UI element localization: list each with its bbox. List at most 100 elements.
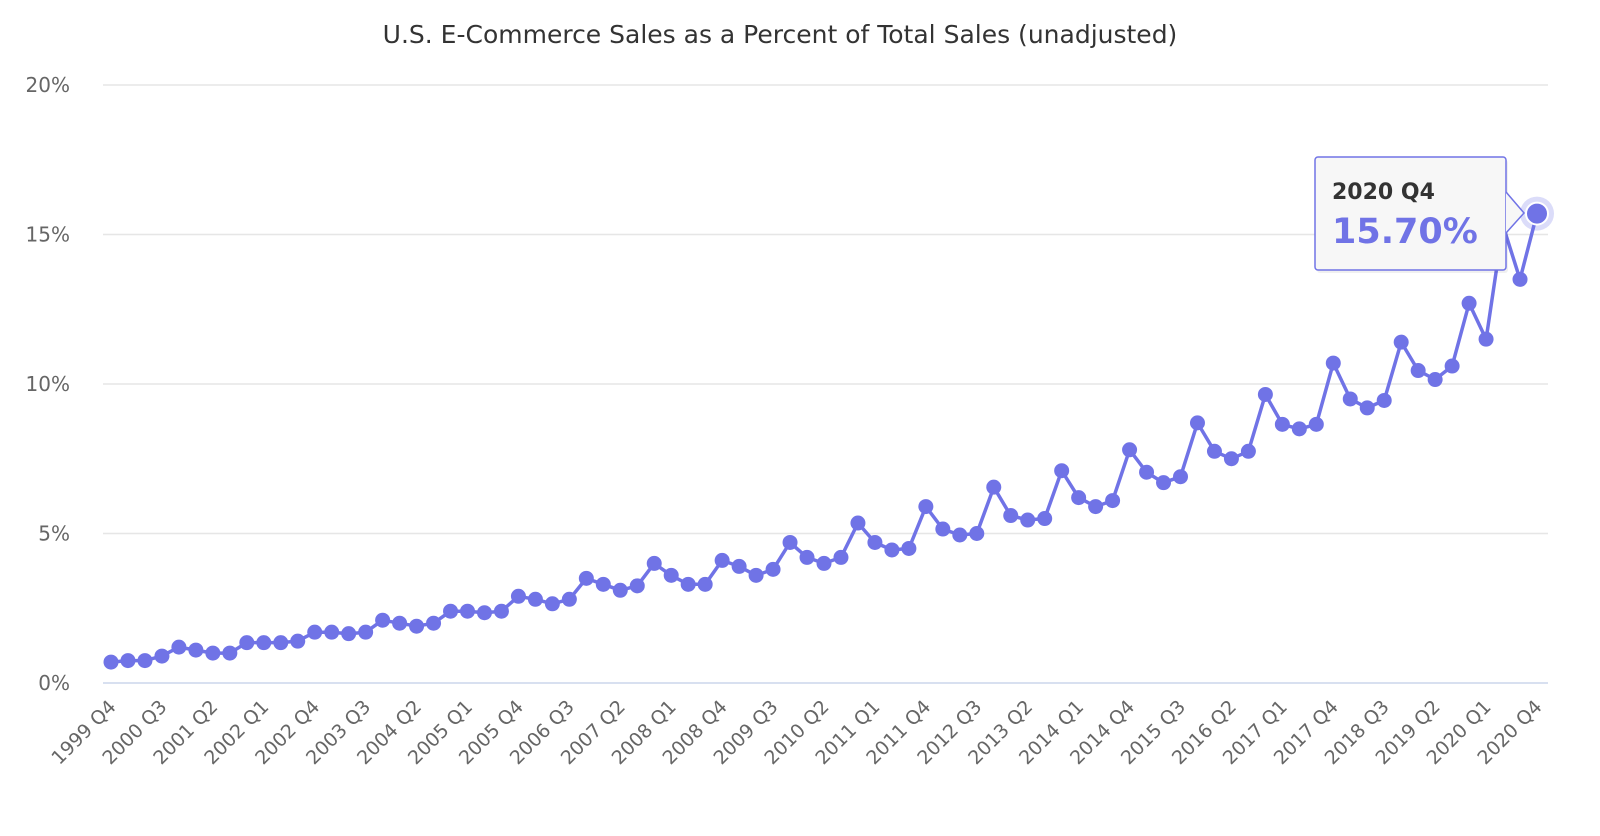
data-point bbox=[867, 534, 883, 550]
y-tick-label: 20% bbox=[26, 73, 70, 97]
data-point bbox=[171, 639, 187, 655]
data-point bbox=[154, 648, 170, 664]
data-point bbox=[510, 588, 526, 604]
data-point bbox=[205, 645, 221, 661]
data-point bbox=[1122, 442, 1138, 458]
data-point bbox=[324, 624, 340, 640]
data-point bbox=[884, 542, 900, 558]
tooltip-category: 2020 Q4 bbox=[1332, 180, 1435, 205]
data-point bbox=[952, 527, 968, 543]
data-point bbox=[493, 603, 509, 619]
data-point bbox=[290, 633, 306, 649]
data-point bbox=[697, 576, 713, 592]
data-point bbox=[392, 615, 408, 631]
data-point bbox=[443, 603, 459, 619]
data-point bbox=[1427, 372, 1443, 388]
data-point bbox=[222, 645, 238, 661]
data-point bbox=[1156, 475, 1172, 491]
data-point bbox=[256, 635, 272, 651]
data-point bbox=[714, 552, 730, 568]
y-tick-label: 10% bbox=[26, 372, 70, 396]
tooltip-pointer bbox=[1506, 192, 1524, 233]
data-point bbox=[1037, 511, 1053, 527]
data-point bbox=[1088, 499, 1104, 515]
data-point bbox=[1444, 358, 1460, 374]
data-point bbox=[1376, 392, 1392, 408]
data-point bbox=[1359, 400, 1375, 416]
data-point bbox=[1223, 451, 1239, 467]
y-tick-label: 15% bbox=[26, 223, 70, 247]
data-point bbox=[1308, 416, 1324, 432]
data-point bbox=[595, 576, 611, 592]
data-point bbox=[612, 582, 628, 598]
tooltip-pointer-border bbox=[1505, 191, 1525, 234]
chart-title: U.S. E-Commerce Sales as a Percent of To… bbox=[383, 20, 1178, 49]
data-point bbox=[120, 653, 136, 669]
series-line bbox=[109, 211, 1539, 664]
data-point bbox=[816, 555, 832, 571]
data-point bbox=[1206, 443, 1222, 459]
data-point bbox=[1291, 421, 1307, 437]
data-point bbox=[1257, 386, 1273, 402]
data-point bbox=[460, 603, 475, 619]
data-point bbox=[935, 521, 951, 537]
data-point bbox=[1054, 463, 1070, 479]
data-point bbox=[629, 578, 645, 594]
data-point bbox=[646, 555, 662, 571]
data-point bbox=[1240, 443, 1256, 459]
data-point bbox=[103, 654, 119, 670]
data-point bbox=[986, 479, 1002, 495]
data-point bbox=[969, 526, 985, 541]
data-point bbox=[1461, 295, 1477, 311]
y-tick-label: 0% bbox=[38, 671, 70, 695]
data-point bbox=[1020, 512, 1036, 528]
y-tick-label: 5% bbox=[38, 522, 70, 546]
data-point bbox=[782, 534, 798, 550]
data-point bbox=[1105, 493, 1121, 509]
data-point bbox=[409, 618, 425, 634]
y-axis-ticks: 0% 5% 10% 15% 20% bbox=[26, 73, 70, 695]
data-point bbox=[1393, 334, 1409, 350]
data-point bbox=[901, 540, 917, 556]
data-point bbox=[1139, 464, 1155, 480]
data-point bbox=[358, 624, 374, 640]
tooltip-value: 15.70% bbox=[1332, 212, 1478, 252]
data-point bbox=[765, 561, 781, 577]
data-point bbox=[188, 642, 204, 658]
data-point bbox=[1189, 415, 1205, 431]
data-point bbox=[1071, 490, 1087, 506]
data-point bbox=[799, 549, 815, 565]
gridlines bbox=[103, 84, 1548, 684]
data-point bbox=[850, 515, 866, 531]
data-point bbox=[375, 612, 391, 628]
data-point bbox=[918, 499, 934, 515]
data-point bbox=[341, 626, 357, 642]
data-point bbox=[527, 591, 543, 607]
series-layer bbox=[103, 196, 1554, 670]
data-point bbox=[731, 558, 747, 574]
data-point bbox=[578, 570, 594, 586]
data-point bbox=[1410, 363, 1426, 379]
data-point bbox=[307, 624, 323, 640]
data-point bbox=[1325, 355, 1341, 371]
data-point bbox=[273, 635, 289, 651]
data-point bbox=[426, 615, 442, 631]
data-point bbox=[663, 567, 679, 583]
data-point bbox=[1274, 416, 1290, 432]
data-point bbox=[1512, 271, 1528, 287]
data-point bbox=[748, 567, 764, 583]
data-point bbox=[680, 576, 696, 592]
data-point bbox=[1342, 391, 1358, 407]
data-point bbox=[544, 596, 560, 612]
data-point bbox=[239, 635, 255, 651]
data-point bbox=[833, 549, 849, 565]
data-point-highlighted bbox=[1525, 201, 1549, 226]
data-point bbox=[137, 653, 153, 669]
data-point bbox=[561, 591, 577, 607]
data-point bbox=[1478, 331, 1494, 347]
data-point bbox=[1003, 508, 1019, 524]
data-point bbox=[1173, 469, 1188, 485]
